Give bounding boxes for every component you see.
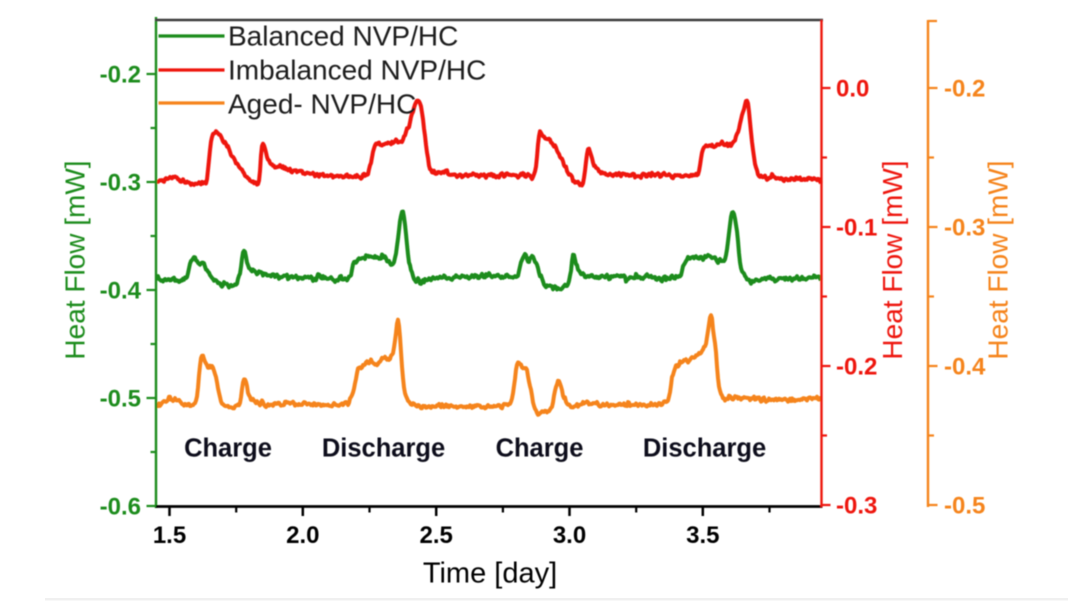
svg-text:-0.5: -0.5 xyxy=(100,386,141,413)
svg-text:-0.2: -0.2 xyxy=(100,62,141,89)
svg-text:2.0: 2.0 xyxy=(286,522,319,549)
svg-text:-0.1: -0.1 xyxy=(836,215,877,242)
svg-text:-0.3: -0.3 xyxy=(836,493,877,520)
svg-text:2.5: 2.5 xyxy=(420,522,453,549)
svg-text:Discharge: Discharge xyxy=(643,435,766,463)
svg-text:-0.3: -0.3 xyxy=(100,170,141,197)
svg-text:-0.4: -0.4 xyxy=(100,278,142,305)
svg-text:Heat Flow [mW]: Heat Flow [mW] xyxy=(877,160,908,359)
svg-text:-0.2: -0.2 xyxy=(944,76,985,103)
svg-text:-0.6: -0.6 xyxy=(100,494,141,521)
svg-text:Balanced NVP/HC: Balanced NVP/HC xyxy=(228,21,458,52)
svg-text:1.5: 1.5 xyxy=(153,522,186,549)
svg-text:Heat Flow [mW]: Heat Flow [mW] xyxy=(983,160,1014,359)
svg-text:Charge: Charge xyxy=(496,435,584,463)
svg-text:Discharge: Discharge xyxy=(322,435,445,463)
svg-text:Time [day]: Time [day] xyxy=(423,558,557,590)
svg-text:Charge: Charge xyxy=(184,435,272,463)
svg-text:-0.3: -0.3 xyxy=(944,215,985,242)
svg-text:0.0: 0.0 xyxy=(836,76,869,103)
svg-text:-0.4: -0.4 xyxy=(944,354,986,381)
svg-text:3.5: 3.5 xyxy=(686,522,719,549)
svg-text:-0.5: -0.5 xyxy=(944,493,985,520)
svg-text:Heat Flow [mW]: Heat Flow [mW] xyxy=(60,160,91,359)
svg-text:3.0: 3.0 xyxy=(553,522,586,549)
svg-text:Aged- NVP/HC: Aged- NVP/HC xyxy=(228,89,416,120)
svg-text:Imbalanced NVP/HC: Imbalanced NVP/HC xyxy=(228,55,486,86)
svg-text:-0.2: -0.2 xyxy=(836,354,877,381)
